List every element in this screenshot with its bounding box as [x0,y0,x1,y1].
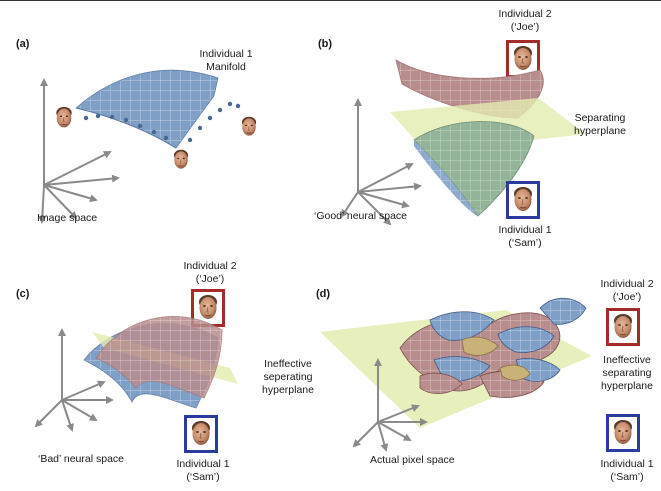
panel-c-plane-line1: Ineffective [264,358,312,370]
panel-b-plane-line2: hyperplane [574,125,626,137]
panel-d: (d) Individual 2 (‘Joe’) [316,250,661,491]
panel-b: (b) Individual 2 (‘Joe’) Separating hype… [314,0,661,260]
panel-c-ind2-line2: (‘Joe’) [195,273,225,285]
face-icon [241,116,257,137]
face-icon [173,149,189,170]
panel-d-plane-line3: hyperplane [601,380,653,392]
axes-icon [34,328,114,432]
face-icon [55,106,73,128]
panel-b-ind2-line2: (‘Joe’) [510,21,540,33]
panel-d-space-label: Actual pixel space [370,454,455,466]
panel-b-ind2-line1: Individual 2 [498,8,552,20]
panel-d-ind2-line1: Individual 2 [600,278,654,290]
panel-d-plane-line1: Ineffective [603,354,651,366]
joe-manifold-icon [95,316,223,399]
individual1-portrait [606,414,640,452]
panel-d-label: (d) [316,288,331,300]
panel-b-space-label: ‘Good’ neural space [314,210,408,222]
panel-c: (c) Individual 2 (‘Joe’) Ineffective sep… [0,250,330,491]
panel-c-ind1-line1: Individual 1 [176,458,230,470]
trajectory-dots [83,101,241,143]
panel-b-ind1-line2: (‘Sam’) [508,237,542,249]
manifold-title-line2: Manifold [206,61,246,73]
panel-c-drawing [34,316,238,432]
manifold-title-line1: Individual 1 [199,48,253,60]
panel-d-ind1-line1: Individual 1 [600,458,654,470]
panel-b-label: (b) [318,38,333,50]
panel-c-label: (c) [16,288,30,300]
panel-c-plane-line3: hyperplane [262,384,314,396]
individual1-portrait [506,181,540,219]
panel-c-ind2-line1: Individual 2 [183,260,237,272]
panel-b-drawing [340,59,586,226]
panel-c-ind1-line2: (‘Sam’) [186,471,220,483]
panel-c-plane-line2: seperating [263,371,313,383]
panel-a-label: (a) [16,38,30,50]
panel-b-ind1-line1: Individual 1 [498,224,552,236]
panel-a-drawing [38,69,257,224]
manifold-sheet-icon [75,69,219,149]
individual2-portrait [606,308,640,346]
panel-b-plane-line1: Separating [574,112,626,124]
axes-icon [38,78,120,224]
panel-d-ind1-line2: (‘Sam’) [610,471,644,483]
individual1-portrait [184,415,218,453]
axes-icon [340,98,422,226]
axes-icon [352,358,428,452]
panel-a: (a) Individual 1 Manifold Imag [0,0,330,245]
panel-c-space-label: ‘Bad’ neural space [38,453,124,465]
panel-d-drawing [320,297,592,452]
panel-a-space-label: Image space [37,212,98,224]
tangled-manifolds-icon [399,297,587,398]
panel-d-ind2-line2: (‘Joe’) [612,291,642,303]
top-rule [0,0,661,1]
panel-d-plane-line2: separating [602,367,652,379]
